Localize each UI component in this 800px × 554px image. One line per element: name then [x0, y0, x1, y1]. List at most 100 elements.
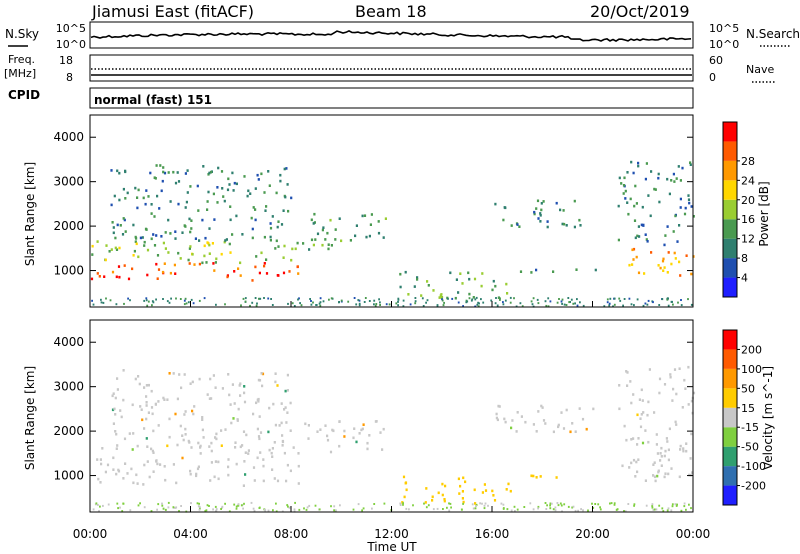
data-cell — [177, 180, 181, 183]
data-cell — [223, 240, 226, 244]
data-cell — [116, 444, 119, 447]
data-cell — [303, 507, 305, 510]
data-cell — [183, 413, 186, 416]
data-cell — [168, 435, 171, 439]
data-cell — [122, 217, 125, 220]
data-cell — [623, 424, 626, 428]
data-cell — [276, 274, 279, 277]
data-cell — [618, 297, 621, 300]
data-cell — [289, 469, 292, 473]
data-cell — [521, 305, 524, 308]
data-cell — [276, 384, 279, 387]
x-tick-label: 08:00 — [274, 527, 309, 541]
data-cell — [188, 247, 191, 250]
data-cell — [127, 277, 131, 281]
data-cell — [291, 302, 294, 305]
data-cell — [213, 269, 216, 272]
data-cell — [494, 202, 497, 206]
data-cell — [199, 444, 202, 448]
data-cell — [192, 302, 195, 305]
data-cell — [632, 393, 635, 396]
data-cell — [615, 508, 618, 511]
data-cell — [193, 405, 196, 408]
data-cell — [164, 231, 167, 234]
data-cell — [397, 297, 400, 300]
data-cell — [653, 508, 656, 511]
data-cell — [618, 407, 621, 411]
data-cell — [535, 476, 538, 479]
data-cell — [195, 472, 198, 476]
data-cell — [210, 441, 213, 445]
data-cell — [212, 508, 214, 511]
data-cell — [250, 501, 253, 504]
data-cell — [136, 196, 139, 199]
data-cell — [483, 483, 486, 486]
data-cell — [523, 506, 526, 508]
data-cell — [250, 216, 253, 220]
data-cell — [231, 383, 234, 386]
data-cell — [129, 299, 131, 302]
data-cell — [214, 436, 217, 439]
data-cell — [688, 503, 690, 506]
data-cell — [326, 231, 329, 235]
data-cell — [592, 407, 595, 411]
data-cell — [138, 382, 141, 386]
data-cell — [245, 433, 248, 437]
data-cell — [379, 304, 381, 306]
data-cell — [282, 256, 285, 259]
data-cell — [644, 429, 647, 432]
data-cell — [184, 427, 187, 431]
data-cell — [563, 222, 566, 226]
data-cell — [137, 504, 140, 507]
data-cell — [423, 502, 425, 505]
data-cell — [188, 441, 191, 444]
data-cell — [268, 184, 271, 187]
data-cell — [667, 304, 670, 307]
data-cell — [277, 245, 280, 248]
data-cell — [261, 372, 265, 376]
data-cell — [117, 265, 121, 268]
data-cell — [110, 248, 113, 251]
data-cell — [183, 373, 186, 376]
data-cell — [692, 215, 695, 218]
data-cell — [324, 238, 327, 241]
freq-label-2: [MHz] — [4, 67, 36, 80]
data-cell — [674, 257, 677, 260]
data-cell — [226, 188, 230, 192]
data-cell — [496, 304, 499, 307]
data-cell — [691, 471, 694, 474]
data-cell — [162, 170, 165, 174]
data-cell — [227, 465, 230, 469]
data-cell — [302, 242, 305, 245]
data-cell — [329, 450, 333, 454]
data-cell — [399, 502, 402, 505]
data-cell — [582, 304, 585, 307]
data-cell — [658, 200, 661, 204]
data-cell — [483, 504, 486, 507]
data-cell — [319, 301, 322, 304]
data-cell — [210, 449, 213, 453]
data-cell — [279, 173, 282, 177]
data-cell — [625, 370, 628, 373]
data-cell — [275, 502, 277, 505]
data-cell — [283, 408, 286, 411]
data-cell — [296, 265, 299, 268]
data-cell — [269, 238, 272, 242]
data-cell — [161, 179, 164, 183]
data-cell — [232, 417, 235, 420]
data-cell — [616, 508, 619, 511]
data-cell — [627, 212, 630, 216]
data-cell — [654, 188, 657, 191]
data-cell — [373, 303, 375, 306]
data-cell — [139, 405, 142, 408]
data-cell — [641, 441, 645, 445]
data-cell — [155, 234, 158, 237]
data-cell — [495, 416, 498, 420]
data-cell — [388, 303, 391, 306]
data-cell — [592, 506, 595, 509]
colorbar-tick-label: 4 — [741, 272, 748, 285]
data-cell — [491, 489, 494, 493]
data-cell — [209, 377, 212, 381]
data-cell — [690, 432, 693, 436]
data-cell — [677, 165, 680, 168]
